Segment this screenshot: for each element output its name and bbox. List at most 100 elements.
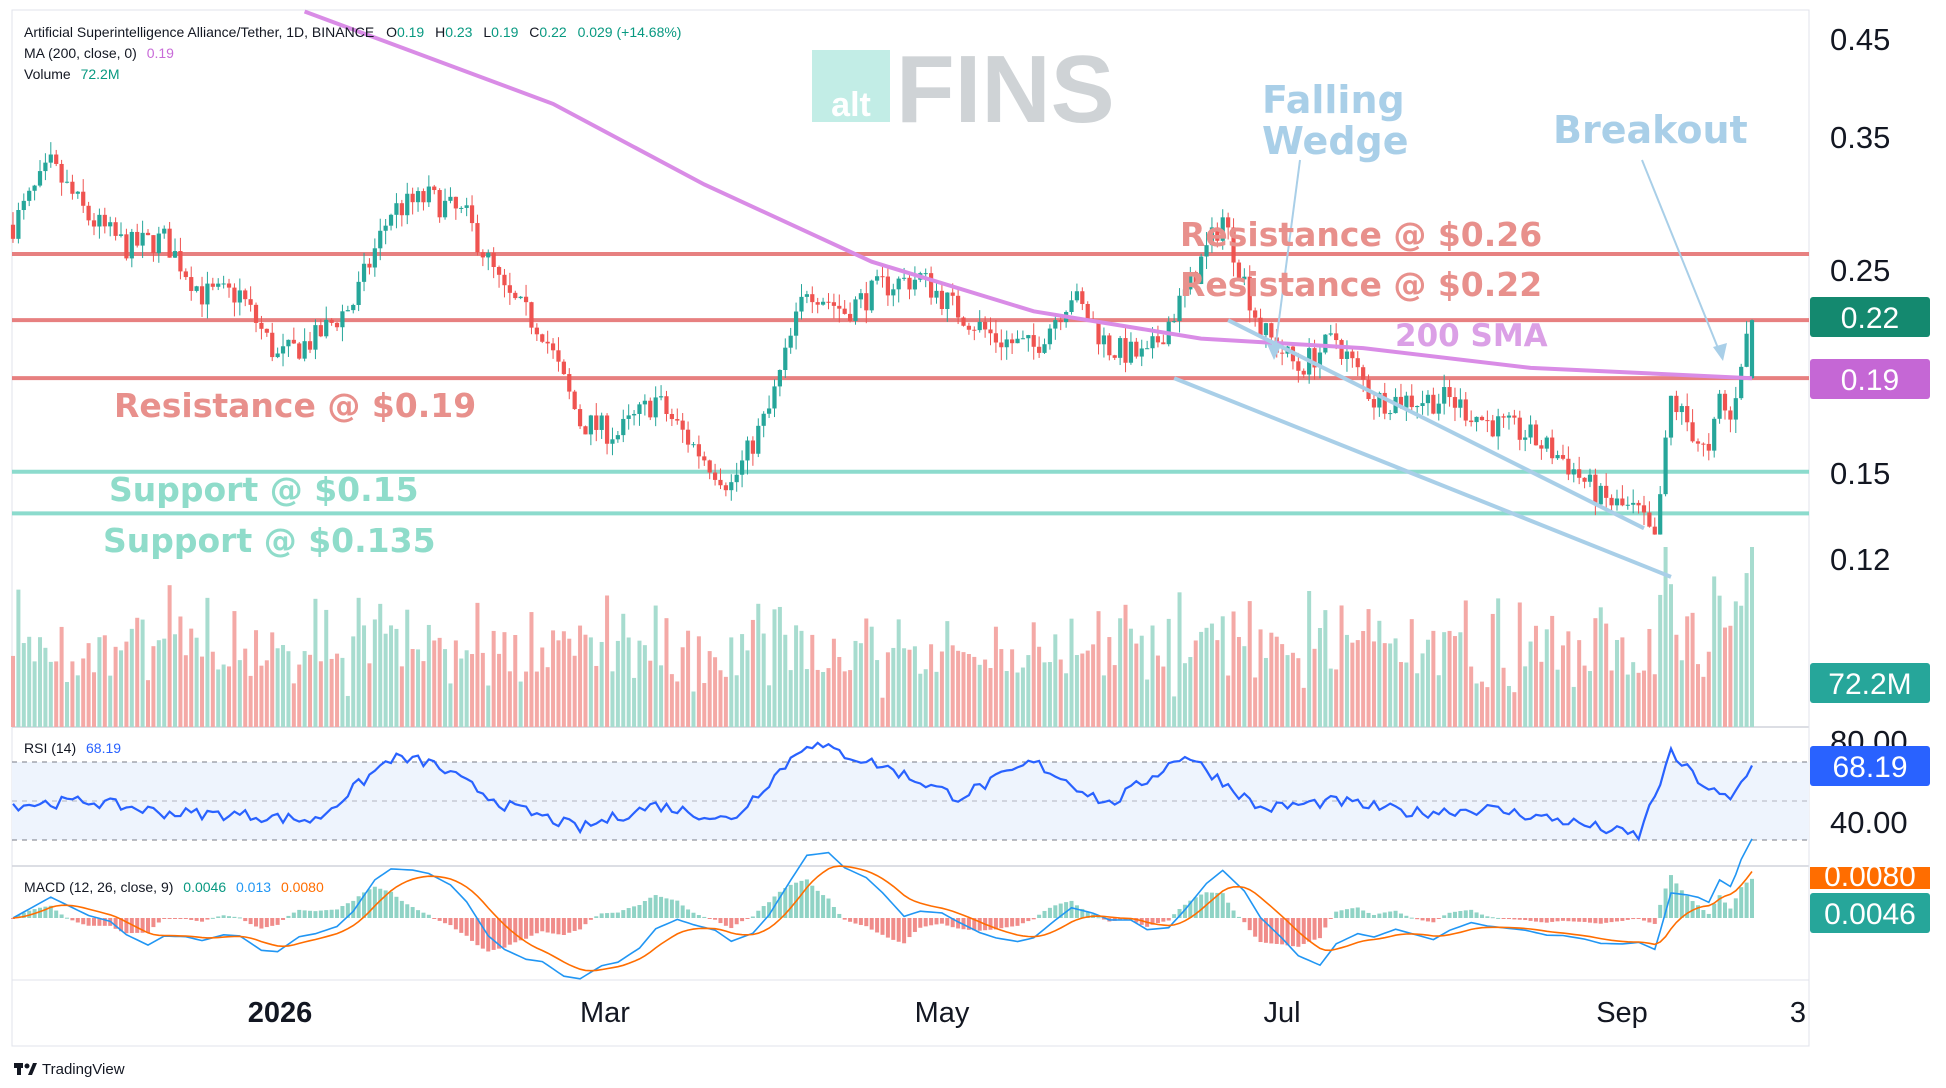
volume-bar — [1506, 685, 1511, 727]
candle-body — [340, 311, 345, 328]
candle-body — [793, 311, 799, 336]
candle-body — [631, 413, 637, 416]
volume-bar — [119, 650, 124, 727]
candle-body — [459, 207, 464, 209]
macd-tag-bottom-bg — [1810, 893, 1930, 933]
candle-body — [939, 290, 945, 310]
volume-bar — [1539, 661, 1544, 727]
macd-hist-bar — [880, 918, 885, 935]
volume-bar — [275, 648, 280, 727]
candle-body — [1220, 217, 1225, 241]
price-tick-045: 0.45 — [1830, 22, 1890, 57]
volume-bar — [912, 646, 917, 727]
candle-body — [972, 329, 977, 331]
candle-body — [1155, 336, 1161, 343]
rsi-band — [12, 762, 1809, 840]
macd-hist-bar — [178, 918, 183, 919]
volume-bar — [151, 646, 156, 727]
ma-tag: 0.19 — [1841, 364, 1899, 397]
volume-bar — [885, 652, 890, 727]
candle-body — [550, 343, 556, 351]
candle-body — [1577, 469, 1582, 478]
candle-body — [1193, 272, 1198, 285]
legend-volume: Volume 72.2M — [24, 66, 120, 82]
macd-hist-bar — [1263, 918, 1268, 943]
macd-hist-bar — [605, 913, 610, 918]
volume-bar — [842, 671, 847, 727]
candle-body — [1733, 398, 1738, 420]
price-tick-025: 0.25 — [1830, 253, 1890, 288]
candle-body — [1177, 295, 1182, 322]
macd-hist-bar — [1663, 888, 1668, 918]
macd-hist-bar — [1647, 918, 1652, 923]
volume-bar — [637, 640, 642, 727]
candle-body — [923, 273, 928, 275]
candle-body — [1479, 416, 1485, 421]
macd-hist-bar — [1409, 917, 1414, 919]
volume-bar — [718, 670, 723, 727]
macd-hist-bar — [1658, 904, 1663, 918]
macd-hist-bar — [345, 903, 350, 918]
candle-body — [1004, 339, 1009, 348]
volume-bar — [680, 647, 685, 727]
candle-body — [1020, 338, 1026, 340]
volume-bar — [178, 616, 183, 727]
macd-hist-bar — [437, 918, 442, 921]
macd-hist-bar — [1717, 895, 1722, 918]
volume-bar — [1663, 547, 1668, 727]
macd-hist-bar — [1750, 878, 1754, 918]
volume-bar — [1042, 662, 1047, 727]
volume-bar — [1695, 664, 1700, 727]
macd-hist-bar — [1118, 918, 1123, 921]
candle-body — [966, 325, 972, 330]
macd-hist-bar — [907, 918, 912, 938]
candle-body — [1571, 469, 1576, 475]
volume-bar — [1166, 618, 1171, 727]
candle-body — [723, 485, 728, 491]
time-label-2026: 2026 — [248, 997, 313, 1029]
rsi-tag: 68.19 — [1832, 751, 1907, 784]
macd-hist-bar — [205, 918, 210, 920]
candle-body — [577, 409, 583, 427]
macd-hist-bar — [1236, 916, 1241, 918]
macd-hist-bar — [1528, 918, 1533, 921]
volume-bar — [1425, 639, 1430, 727]
volume-bar — [1733, 601, 1738, 727]
candle-body — [1436, 403, 1441, 414]
volume-bar — [448, 683, 453, 727]
macd-hist-bar — [729, 918, 734, 929]
candle-body — [1685, 406, 1690, 423]
candle-body — [167, 228, 172, 258]
macd-hist-bar — [1231, 910, 1236, 918]
macd-hist-bar — [324, 910, 329, 918]
candle-body — [734, 474, 739, 483]
volume-bar — [426, 624, 431, 727]
macd-hist-bar — [1274, 918, 1279, 944]
candle-body — [124, 234, 129, 259]
candle-body — [1620, 498, 1625, 506]
candle-body — [1425, 394, 1431, 404]
macd-hist-bar — [1436, 918, 1441, 919]
macd-hist-bar — [1344, 909, 1349, 918]
macd-hist-bar — [335, 909, 340, 918]
candle-body — [345, 310, 350, 312]
volume-bar — [880, 697, 885, 727]
macd-hist-bar — [626, 908, 631, 918]
candle-body — [815, 302, 820, 305]
candle-body — [1096, 321, 1101, 345]
volume-bar — [1247, 601, 1252, 727]
macd-hist-bar — [902, 918, 907, 944]
volume-bar — [281, 645, 286, 727]
candle-body — [934, 290, 939, 298]
volume-bar — [1118, 618, 1123, 727]
volume-bar — [254, 630, 259, 727]
volume-bar — [162, 638, 167, 727]
volume-bar — [756, 603, 761, 727]
candle-body — [1317, 352, 1323, 368]
candle-body — [766, 408, 772, 414]
candle-body — [464, 205, 469, 208]
candle-body — [1528, 424, 1533, 438]
candle-body — [945, 292, 950, 310]
candle-body — [172, 251, 178, 258]
legend-low: 0.19 — [491, 24, 518, 40]
